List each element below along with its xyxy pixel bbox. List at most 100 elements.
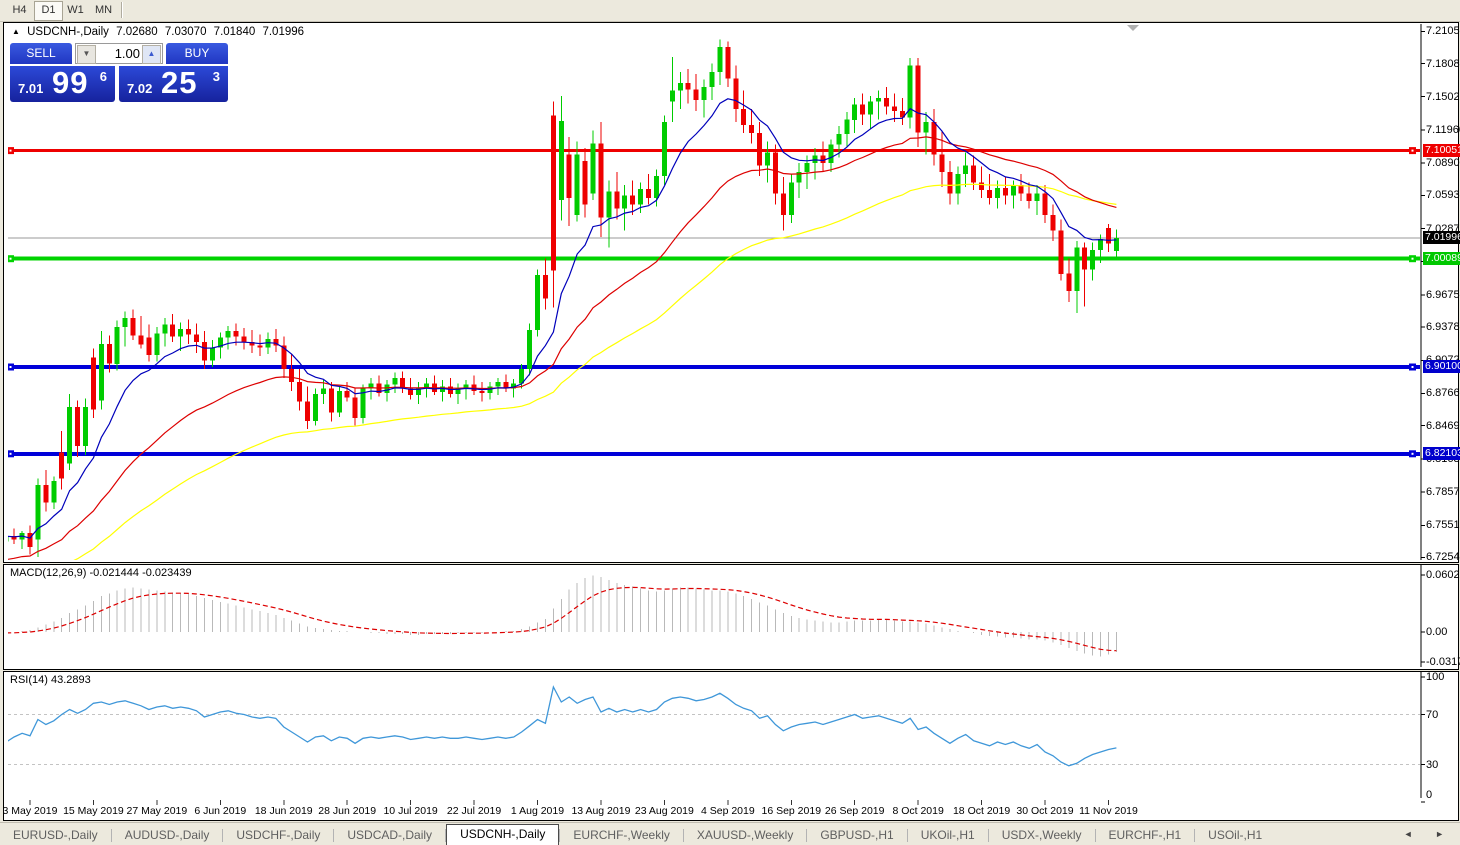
symbol-tab-gbpusdh1[interactable]: GBPUSD-,H1 [820,828,894,842]
symbol-name: USDCNH-,Daily [27,26,109,38]
timeframe-button-h4[interactable]: H4 [12,4,27,16]
ohlc-high: 7.03070 [164,26,207,38]
buy-price-big: 25 [161,65,198,100]
date-axis-label: 22 Jul 2019 [446,805,502,817]
tab-separator [806,829,808,842]
rsi-axis-label: 100 [1426,671,1445,683]
date-axis-label: 30 Oct 2019 [1016,805,1074,817]
date-axis [3,800,1459,821]
symbol-tab-usdchfdaily[interactable]: USDCHF-,Daily [236,828,321,842]
toolbar-separator [121,2,123,18]
buy-button[interactable]: BUY [166,43,228,64]
symbol-tab-usdxweekly[interactable]: USDX-,Weekly [1001,828,1082,842]
volume-value[interactable]: 1.00 [114,46,140,61]
timeframe-button-d1[interactable]: D1 [34,1,63,21]
rsi-label: RSI(14) 43.2893 [10,674,91,686]
tab-separator [987,829,989,842]
rsi-axis-label: 0 [1426,789,1433,801]
date-axis-label: 23 Aug 2019 [634,805,694,817]
buy-price-panel[interactable]: 7.02 25 3 [119,65,228,102]
rsi-axis-label: 70 [1426,708,1439,721]
date-axis-label: 18 Jun 2019 [254,805,313,817]
macd-axis-label: 0.060273 [1426,569,1460,582]
price-marker-badge: 7.00089 [1423,251,1460,265]
tab-separator [906,829,908,842]
price-marker-badge: 6.82103 [1423,446,1460,460]
volume-increase-button[interactable]: ▲ [142,45,161,64]
price-axis-label: 6.96750 [1426,288,1460,301]
sell-button[interactable]: SELL [10,43,72,64]
date-axis-label: 28 Jun 2019 [318,805,377,817]
volume-decrease-button[interactable]: ▼ [77,45,96,64]
date-axis-label: 3 May 2019 [2,805,58,817]
price-axis-label: 6.78570 [1426,486,1460,499]
price-marker-badge: 7.01996 [1423,231,1460,244]
macd-pane[interactable] [3,564,1459,670]
tab-separator [445,829,447,842]
sell-price-small: 7.01 [18,81,44,96]
tab-separator [682,829,684,842]
symbol-tab-eurusddaily[interactable]: EURUSD-,Daily [13,828,98,842]
price-axis-label: 7.11960 [1426,123,1460,136]
one-click-trading-widget: SELL ▼ 1.00 ▲ BUY 7.01 99 6 7.02 25 3 [10,43,228,102]
symbol-tab-usdcaddaily[interactable]: USDCAD-,Daily [347,828,433,842]
date-axis-label: 16 Sep 2019 [761,805,822,817]
symbol-tab-xauusdweekly[interactable]: XAUUSD-,Weekly [696,828,794,842]
price-axis-label: 6.87660 [1426,387,1460,400]
date-axis-label: 10 Jul 2019 [383,805,438,817]
tab-separator [222,829,224,842]
macd-axis-label: 0.00 [1426,626,1448,638]
rsi-axis-label: 30 [1426,758,1439,771]
tab-scroll-arrows[interactable]: ◄ ► [1403,829,1454,839]
ohlc-open: 7.02680 [116,26,158,38]
date-axis-label: 6 Jun 2019 [194,805,247,817]
symbol-tab-audusddaily[interactable]: AUDUSD-,Daily [124,828,210,842]
price-axis-label: 7.15020 [1426,90,1460,103]
date-axis-label: 8 Oct 2019 [892,805,944,817]
price-axis-label: 6.93780 [1426,321,1460,334]
date-axis-label: 26 Sep 2019 [824,805,885,817]
date-axis-label: 1 Aug 2019 [510,805,565,817]
sell-price-sup: 6 [99,69,107,84]
date-axis-label: 13 Aug 2019 [571,805,631,817]
tab-separator [1094,829,1096,842]
collapse-arrow-icon[interactable]: ▲ [12,27,20,36]
price-axis-label: 7.08900 [1426,157,1460,170]
symbol-tab-eurchfh1[interactable]: EURCHF-,H1 [1108,828,1182,842]
price-marker-badge: 6.90100 [1423,360,1460,374]
price-marker-badge: 7.10051 [1423,143,1460,157]
main-chart-pane[interactable] [3,22,1459,563]
sell-price-panel[interactable]: 7.01 99 6 [10,65,115,102]
date-axis-label: 15 May 2019 [63,805,124,817]
timeframe-button-mn[interactable]: MN [94,4,113,16]
price-axis-label: 7.05930 [1426,189,1460,202]
date-axis-label: 11 Nov 2019 [1079,805,1138,817]
ohlc-close: 7.01996 [262,26,305,38]
volume-field[interactable]: ▼ 1.00 ▲ [75,43,163,64]
buy-price-small: 7.02 [127,81,153,96]
price-axis-label: 6.84690 [1426,419,1460,432]
ohlc-low: 7.01840 [213,26,256,38]
date-axis-label: 18 Oct 2019 [952,805,1011,817]
tab-separator [1194,829,1196,842]
rsi-pane[interactable] [3,671,1459,801]
symbol-tab-eurchfweekly[interactable]: EURCHF-,Weekly [573,828,670,842]
price-axis-label: 7.18080 [1426,57,1460,70]
symbol-tab-ukoilh1[interactable]: UKOil-,H1 [920,828,975,842]
tab-separator [110,829,112,842]
timeframe-button-w1[interactable]: W1 [67,4,84,16]
chart-title: ▲ USDCNH-,Daily 7.02680 7.03070 7.01840 … [12,26,308,38]
timeframe-toolbar: H4 D1 W1 MN [0,0,1460,22]
symbol-tab-bar: EURUSD-,Daily AUDUSD-,Daily USDCHF-,Daily U… [0,822,1460,845]
price-axis-label: 6.75510 [1426,519,1460,532]
symbol-tab-usdcnhdaily[interactable]: USDCNH-,Daily [446,824,560,845]
macd-axis-label: -0.031723 [1426,655,1460,668]
macd-label: MACD(12,26,9) -0.021444 -0.023439 [10,567,192,579]
tab-separator [333,829,335,842]
date-axis-label: 4 Sep 2019 [700,805,755,817]
symbol-tab-usoilh1[interactable]: USOil-,H1 [1208,828,1263,842]
price-axis-label: 7.21050 [1426,25,1460,38]
buy-price-sup: 3 [212,69,220,84]
